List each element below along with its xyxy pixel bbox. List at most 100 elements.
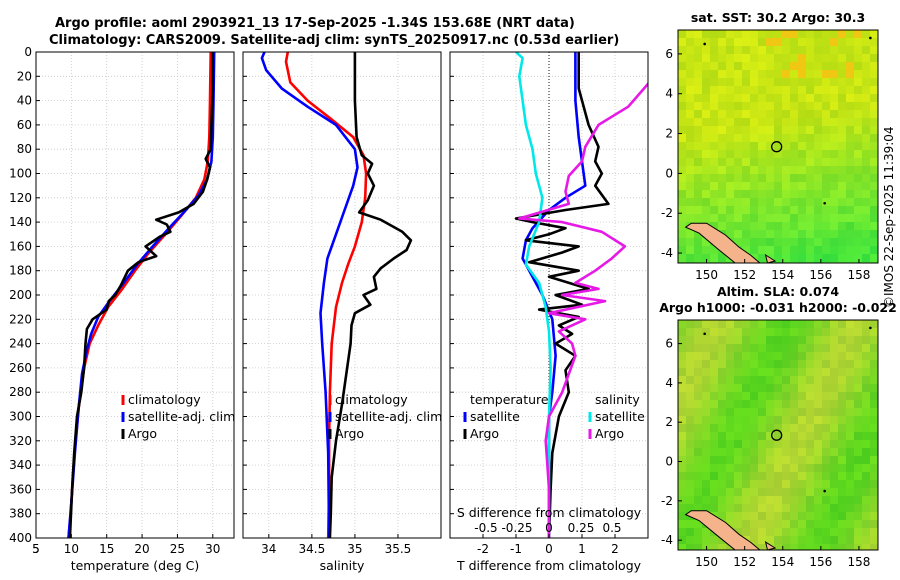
heatmap-cell <box>734 464 743 473</box>
heatmap-cell <box>742 134 751 143</box>
heatmap-cell <box>678 336 687 345</box>
s-tick-label: 0.5 <box>602 521 621 535</box>
heatmap-cell <box>766 166 775 175</box>
heatmap-cell <box>758 448 767 457</box>
x-axis-label: T difference from climatology <box>456 558 642 573</box>
heatmap-cell <box>862 496 871 505</box>
heatmap-cell <box>870 118 878 127</box>
heatmap-cell <box>846 134 855 143</box>
heatmap-cell <box>774 440 783 449</box>
heatmap-cell <box>686 328 695 337</box>
heatmap-cell <box>710 110 719 119</box>
heatmap-cell <box>750 440 759 449</box>
heatmap-cell <box>782 400 791 409</box>
heatmap-cell <box>870 424 878 433</box>
x-tick-label: 150 <box>695 268 718 282</box>
heatmap-cell <box>846 424 855 433</box>
heatmap-cell <box>862 448 871 457</box>
heatmap-cell <box>870 408 878 417</box>
heatmap-cell <box>734 198 743 207</box>
heatmap-cell <box>718 400 727 409</box>
heatmap-cell <box>814 70 823 79</box>
heatmap-cell <box>758 230 767 239</box>
heatmap-cell <box>766 238 775 247</box>
heatmap-cell <box>742 198 751 207</box>
heatmap-cell <box>814 512 823 521</box>
heatmap-cell <box>718 174 727 183</box>
legend-label: Argo <box>595 426 624 441</box>
heatmap-cell <box>710 38 719 47</box>
heatmap-cell <box>870 328 878 337</box>
heatmap-cell <box>798 344 807 353</box>
heatmap-cell <box>742 246 751 255</box>
heatmap-cell <box>758 78 767 87</box>
heatmap-cell <box>686 190 695 199</box>
heatmap-cell <box>806 190 815 199</box>
heatmap-cell <box>766 110 775 119</box>
heatmap-cell <box>862 464 871 473</box>
heatmap-cell <box>814 408 823 417</box>
heatmap-cell <box>702 62 711 71</box>
heatmap-cell <box>742 118 751 127</box>
heatmap-cell <box>814 126 823 135</box>
heatmap-cell <box>862 126 871 135</box>
heatmap-cell <box>838 464 847 473</box>
heatmap-cell <box>846 360 855 369</box>
heatmap-cell <box>694 448 703 457</box>
heatmap-cell <box>854 352 863 361</box>
heatmap-cell <box>694 134 703 143</box>
heatmap-cell <box>734 70 743 79</box>
heatmap-cell <box>798 78 807 87</box>
heatmap-cell <box>726 70 735 79</box>
heatmap-cell <box>790 432 799 441</box>
heatmap-cell <box>726 206 735 215</box>
heatmap-cell <box>734 158 743 167</box>
legend-group-temperature: temperature <box>470 392 549 407</box>
heatmap-cell <box>766 448 775 457</box>
heatmap-cell <box>702 78 711 87</box>
heatmap-cell <box>854 432 863 441</box>
heatmap-cell <box>798 142 807 151</box>
x-tick-label: 25 <box>170 542 185 556</box>
heatmap-cell <box>718 38 727 47</box>
heatmap-cell <box>774 30 783 39</box>
heatmap-cell <box>830 320 839 329</box>
heatmap-cell <box>830 536 839 545</box>
heatmap-cell <box>766 440 775 449</box>
heatmap-cell <box>718 544 727 550</box>
heatmap-cell <box>718 118 727 127</box>
heatmap-cell <box>830 118 839 127</box>
heatmap-cell <box>734 520 743 529</box>
y-tick-label: 120 <box>9 191 32 205</box>
heatmap-cell <box>822 238 831 247</box>
heatmap-cell <box>774 520 783 529</box>
heatmap-cell <box>814 504 823 513</box>
heatmap-cell <box>678 102 687 111</box>
heatmap-cell <box>854 222 863 231</box>
legend-label: satellite-adj. clim <box>335 409 442 424</box>
heatmap-cell <box>774 174 783 183</box>
heatmap-cell <box>774 166 783 175</box>
heatmap-cell <box>678 198 687 207</box>
heatmap-cell <box>846 118 855 127</box>
heatmap-cell <box>814 54 823 63</box>
heatmap-cell <box>846 472 855 481</box>
heatmap-cell <box>726 456 735 465</box>
heatmap-cell <box>830 62 839 71</box>
heatmap-cell <box>846 416 855 425</box>
heatmap-cell <box>678 238 687 247</box>
heatmap-cell <box>846 62 855 71</box>
heatmap-cell <box>822 78 831 87</box>
heatmap-cell <box>838 94 847 103</box>
heatmap-cell <box>798 174 807 183</box>
heatmap-cell <box>846 78 855 87</box>
heatmap-cell <box>790 206 799 215</box>
heatmap-cell <box>694 392 703 401</box>
heatmap-cell <box>702 214 711 223</box>
heatmap-cell <box>798 360 807 369</box>
heatmap-cell <box>758 182 767 191</box>
heatmap-cell <box>758 368 767 377</box>
heatmap-cell <box>814 336 823 345</box>
heatmap-cell <box>678 536 687 545</box>
heatmap-cell <box>718 408 727 417</box>
